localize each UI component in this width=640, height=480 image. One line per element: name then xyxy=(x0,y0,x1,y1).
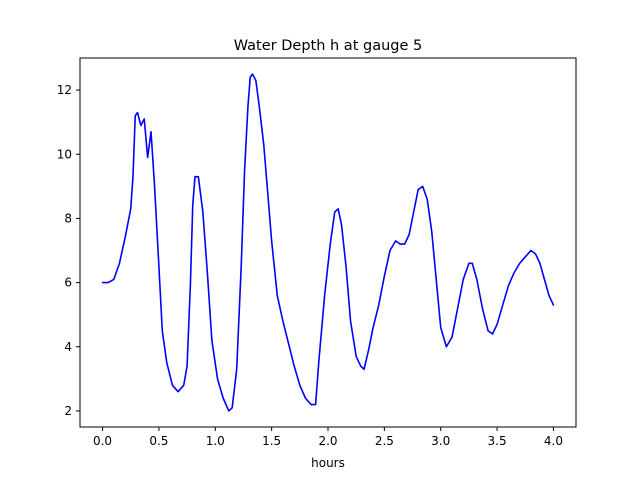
y-tick-label: 2 xyxy=(64,404,72,418)
y-tick-label: 10 xyxy=(57,147,72,161)
x-tick-label: 1.0 xyxy=(206,434,225,448)
x-tick-label: 3.0 xyxy=(431,434,450,448)
x-tick-label: 4.0 xyxy=(544,434,563,448)
plot-area xyxy=(101,73,555,412)
plot-frame xyxy=(79,57,577,428)
y-tick-label: 6 xyxy=(64,276,72,290)
x-tick-label: 2.0 xyxy=(318,434,337,448)
x-tick-label: 3.5 xyxy=(488,434,507,448)
x-tick-label: 1.5 xyxy=(262,434,281,448)
x-axis-label: hours xyxy=(311,456,345,470)
x-tick-label: 0.0 xyxy=(93,434,112,448)
series-line-0 xyxy=(101,73,555,412)
x-tick-label: 2.5 xyxy=(375,434,394,448)
y-tick-label: 12 xyxy=(57,83,72,97)
x-tick-label: 0.5 xyxy=(149,434,168,448)
chart-title: Water Depth h at gauge 5 xyxy=(234,38,422,54)
axes: 0.0 0.5 1.0 1.5 2.0 2.5 3.0 3.5 4.0 2 4 6 8 10 12 xyxy=(57,57,577,448)
y-tick-label: 8 xyxy=(64,211,72,225)
y-tick-label: 4 xyxy=(64,340,72,354)
